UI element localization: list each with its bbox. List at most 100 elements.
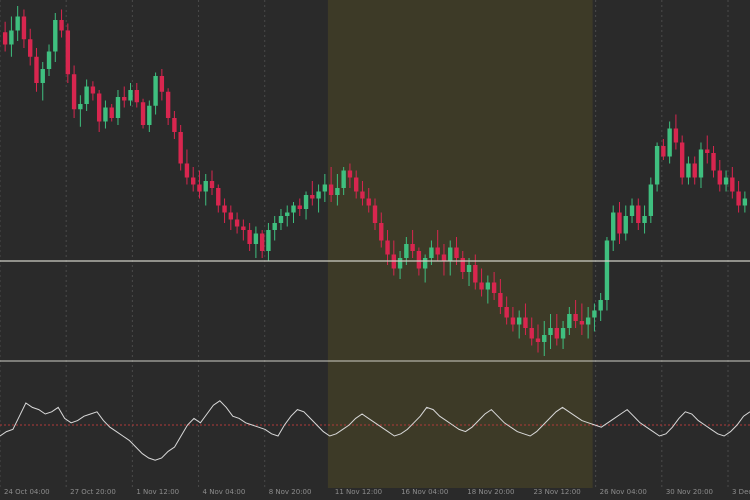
candle[interactable] bbox=[636, 198, 641, 231]
candle[interactable] bbox=[328, 167, 334, 202]
candle[interactable] bbox=[711, 146, 716, 178]
candle[interactable] bbox=[422, 254, 428, 283]
candle[interactable] bbox=[216, 184, 221, 213]
candle[interactable] bbox=[523, 303, 528, 336]
candle[interactable] bbox=[197, 170, 202, 199]
candle[interactable] bbox=[159, 69, 165, 101]
candle[interactable] bbox=[109, 104, 114, 122]
candle[interactable] bbox=[360, 181, 365, 206]
candle[interactable] bbox=[341, 167, 346, 195]
candle[interactable] bbox=[347, 163, 353, 189]
candle[interactable] bbox=[209, 170, 215, 196]
candle[interactable] bbox=[598, 293, 603, 321]
candle[interactable] bbox=[122, 86, 127, 108]
candle[interactable] bbox=[140, 98, 146, 129]
candle[interactable] bbox=[134, 83, 139, 108]
candle[interactable] bbox=[71, 65, 77, 119]
candle[interactable] bbox=[723, 170, 729, 192]
candle[interactable] bbox=[15, 6, 20, 41]
candle[interactable] bbox=[21, 9, 27, 49]
candle[interactable] bbox=[479, 268, 484, 297]
candle[interactable] bbox=[648, 177, 654, 224]
candle[interactable] bbox=[673, 114, 679, 150]
candle[interactable] bbox=[115, 90, 121, 125]
candle[interactable] bbox=[717, 160, 722, 192]
candle[interactable] bbox=[698, 142, 704, 189]
candle[interactable] bbox=[686, 156, 691, 185]
candle[interactable] bbox=[567, 307, 572, 335]
candle[interactable] bbox=[366, 188, 371, 213]
candle[interactable] bbox=[191, 167, 196, 192]
candle[interactable] bbox=[222, 198, 227, 224]
candle[interactable] bbox=[9, 16, 14, 57]
candle[interactable] bbox=[259, 230, 265, 258]
candle[interactable] bbox=[291, 202, 296, 223]
candle[interactable] bbox=[692, 156, 697, 185]
price-pane[interactable] bbox=[2, 6, 748, 356]
candle[interactable] bbox=[103, 100, 108, 129]
candle[interactable] bbox=[247, 223, 252, 251]
candle[interactable] bbox=[253, 226, 259, 259]
candle[interactable] bbox=[266, 223, 271, 262]
candle[interactable] bbox=[705, 135, 710, 164]
candle[interactable] bbox=[372, 198, 378, 231]
candle[interactable] bbox=[172, 111, 177, 139]
candle[interactable] bbox=[147, 100, 152, 133]
candle[interactable] bbox=[466, 258, 472, 286]
candle[interactable] bbox=[667, 121, 672, 164]
candle[interactable] bbox=[53, 13, 58, 62]
candle[interactable] bbox=[165, 88, 171, 125]
candle[interactable] bbox=[460, 251, 465, 279]
candle[interactable] bbox=[485, 275, 491, 304]
candle[interactable] bbox=[278, 209, 284, 230]
candle[interactable] bbox=[303, 191, 309, 220]
candle[interactable] bbox=[573, 300, 578, 328]
candle[interactable] bbox=[548, 314, 553, 349]
candle[interactable] bbox=[736, 181, 741, 213]
candle[interactable] bbox=[410, 230, 415, 258]
candle[interactable] bbox=[404, 237, 409, 265]
candle[interactable] bbox=[297, 198, 302, 217]
candle[interactable] bbox=[623, 205, 628, 241]
candle[interactable] bbox=[203, 174, 208, 206]
candle[interactable] bbox=[642, 205, 647, 234]
candle[interactable] bbox=[397, 251, 403, 279]
candle[interactable] bbox=[128, 83, 133, 106]
candle[interactable] bbox=[491, 272, 497, 300]
candle[interactable] bbox=[272, 216, 277, 241]
candle[interactable] bbox=[153, 72, 158, 115]
candle[interactable] bbox=[234, 212, 240, 234]
candle[interactable] bbox=[90, 81, 96, 101]
oscillator-line[interactable] bbox=[0, 400, 750, 461]
candle[interactable] bbox=[441, 244, 447, 276]
candle[interactable] bbox=[84, 79, 89, 112]
candle[interactable] bbox=[661, 139, 666, 160]
candle[interactable] bbox=[228, 205, 234, 231]
candle[interactable] bbox=[322, 174, 328, 202]
candle[interactable] bbox=[2, 21, 8, 52]
candle[interactable] bbox=[178, 125, 183, 171]
candle[interactable] bbox=[560, 321, 566, 349]
candle[interactable] bbox=[535, 324, 541, 353]
candle[interactable] bbox=[59, 9, 64, 38]
candle[interactable] bbox=[604, 237, 610, 311]
candle[interactable] bbox=[592, 303, 597, 332]
candle[interactable] bbox=[316, 184, 321, 213]
candle[interactable] bbox=[353, 170, 359, 199]
candle[interactable] bbox=[679, 135, 685, 185]
candle[interactable] bbox=[473, 254, 478, 290]
oscillator-pane[interactable] bbox=[0, 400, 750, 461]
candle[interactable] bbox=[617, 202, 622, 244]
candle[interactable] bbox=[385, 230, 390, 265]
candle[interactable] bbox=[435, 230, 440, 262]
candle[interactable] bbox=[454, 237, 459, 265]
candle[interactable] bbox=[448, 240, 453, 276]
candle[interactable] bbox=[379, 212, 384, 248]
candle[interactable] bbox=[498, 279, 503, 314]
candle[interactable] bbox=[585, 307, 591, 339]
candle[interactable] bbox=[96, 90, 102, 132]
candle[interactable] bbox=[46, 44, 52, 77]
candle[interactable] bbox=[510, 307, 516, 332]
